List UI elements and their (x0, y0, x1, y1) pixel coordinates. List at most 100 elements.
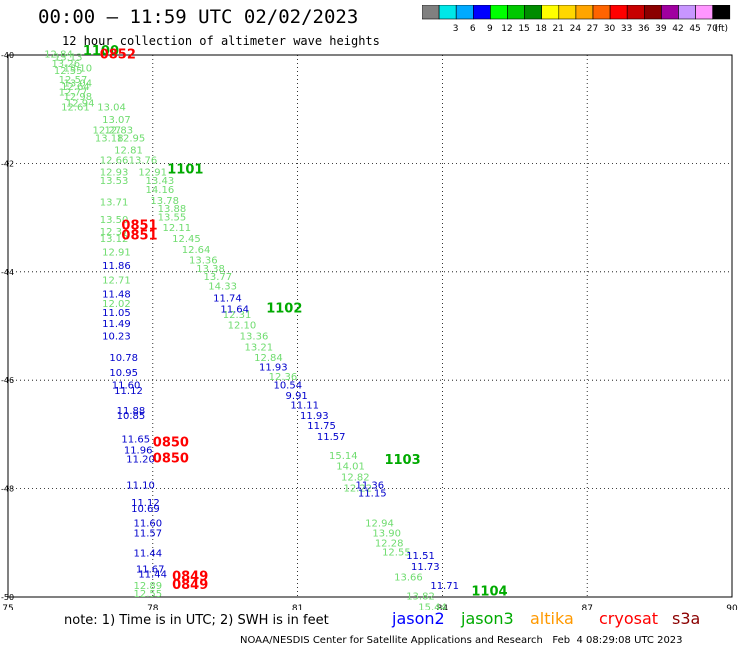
legend-altika: altika (530, 609, 574, 628)
swh-value-jason3: 13.71 (100, 198, 129, 209)
swh-value-jason3: 14.01 (336, 462, 365, 473)
swh-value-jason3: 12.91 (138, 167, 167, 178)
swh-value-jason3: 12.02 (102, 299, 131, 310)
map-frame (7, 54, 733, 598)
color-bin-label: 6 (470, 24, 476, 34)
swh-value-jason3: 13.26 (51, 59, 80, 70)
swh-value-jason3: 13.43 (146, 176, 175, 187)
swh-value-jason2: 9.91 (286, 391, 308, 402)
swh-value-jason3: 13.38 (196, 264, 225, 275)
swh-value-jason2: 11.86 (102, 261, 131, 272)
color-bin-label: 36 (638, 24, 650, 34)
swh-value-jason2: 11.64 (220, 304, 249, 315)
swh-value-jason3: 12.81 (114, 146, 143, 157)
color-unit-label: (ft) (714, 24, 728, 34)
swh-value-jason3: 13.36 (240, 332, 269, 343)
swh-value-jason3: 13.55 (158, 212, 187, 223)
swh-value-jason3: 12.66 (100, 155, 129, 166)
swh-value-jason2: 10.54 (273, 380, 302, 391)
swh-value-jason3: 12.89 (133, 581, 162, 592)
x-tick-label: 87 (581, 604, 592, 610)
color-bin-label: 3 (453, 24, 459, 34)
swh-value-jason3: 13.07 (102, 115, 131, 126)
swh-value-jason3: 12.64 (61, 82, 90, 93)
pass-time-label: 1104 (471, 584, 507, 599)
y-tick-label: -42 (1, 159, 14, 168)
swh-value-jason2: 11.15 (358, 489, 387, 500)
y-tick-label: -40 (1, 51, 14, 60)
swh-value-jason3: 12.61 (61, 102, 90, 113)
swh-value-jason2: 11.20 (126, 455, 155, 466)
swh-value-jason2: 11.49 (102, 319, 131, 330)
swh-value-jason3: 12.71 (102, 276, 131, 287)
swh-value-jason3: 13.88 (158, 204, 187, 215)
swh-value-jason3: 12.83 (105, 126, 134, 137)
swh-value-jason3: 12.37 (100, 227, 129, 238)
swh-value-jason3: 12.64 (182, 245, 211, 256)
page-subtitle: 12 hour collection of altimeter wave hei… (62, 34, 380, 48)
swh-value-jason3: 12.10 (228, 321, 257, 332)
swh-value-jason3: 13.53 (100, 176, 129, 187)
swh-value-jason3: 12.84 (44, 50, 73, 61)
swh-value-jason3: 13.50 (100, 215, 129, 226)
swh-value-jason3: 13.78 (150, 196, 179, 207)
pass-time-label: 1103 (384, 453, 420, 468)
swh-value-jason2: 11.67 (136, 565, 165, 576)
y-tick-label: -50 (1, 593, 14, 602)
swh-value-jason3: 13.10 (64, 63, 93, 74)
swh-value-jason3: 13.77 (203, 272, 232, 283)
swh-value-jason2: 10.95 (109, 368, 138, 379)
swh-value-jason2: 11.44 (133, 548, 162, 559)
swh-value-jason3: 12.11 (162, 223, 191, 234)
swh-value-jason3: 12.45 (172, 234, 201, 245)
color-bin-label: 15 (518, 24, 529, 34)
pass-time-label: 0849 (172, 578, 208, 593)
swh-value-jason2: 11.93 (300, 411, 329, 422)
swh-value-jason2: 11.12 (114, 386, 143, 397)
swh-value-jason2: 11.51 (406, 551, 435, 562)
color-bin-label: 24 (570, 24, 582, 34)
swh-value-jason2: 11.96 (124, 445, 153, 456)
swh-value-jason3: 12.31 (223, 310, 252, 321)
wave-height-map[interactable]: 75 78 81 84 87 90-40-42-44-46-48-5012.8413.13… (0, 0, 740, 610)
pass-time-label: 0851 (121, 219, 157, 234)
swh-value-jason3: 12.27 (92, 126, 121, 137)
pass-time-label: 0849 (172, 570, 208, 585)
swh-value-jason2: 10.23 (102, 332, 131, 343)
pass-time-label: 1102 (266, 301, 302, 316)
y-tick-label: -48 (1, 485, 14, 494)
swh-value-jason3: 12.28 (375, 539, 404, 550)
swh-value-jason2: 11.74 (213, 294, 242, 305)
swh-value-jason2: 11.73 (411, 562, 440, 573)
x-tick-label: 84 (437, 604, 449, 610)
color-bin-label: 45 (689, 24, 700, 34)
swh-value-jason2: 11.10 (126, 481, 155, 492)
swh-value-jason2: 11.11 (290, 400, 319, 411)
swh-value-jason3: 13.82 (406, 592, 435, 603)
swh-value-jason3: 12.94 (66, 98, 95, 109)
swh-value-jason3: 15.44 (418, 603, 447, 610)
color-bin-label: 70 (706, 24, 718, 34)
pass-time-label: 0851 (121, 228, 157, 243)
swh-value-jason2: 11.75 (307, 421, 336, 432)
color-bin-label: 30 (604, 24, 616, 34)
swh-value-jason3: 12.36 (269, 372, 298, 383)
swh-value-jason3: 13.66 (394, 573, 423, 584)
swh-value-jason3: 14.16 (146, 185, 175, 196)
pass-time-label: 0852 (100, 47, 136, 62)
y-tick-label: -44 (1, 268, 14, 277)
x-tick-label: 90 (726, 604, 738, 610)
swh-value-jason2: 11.44 (138, 569, 167, 580)
pass-time-label: 1100 (83, 44, 119, 59)
swh-value-jason3: 13.90 (372, 528, 401, 539)
swh-value-jason3: 12.82 (341, 472, 370, 483)
color-bin (712, 5, 731, 20)
swh-value-jason3: 12.84 (254, 353, 283, 364)
swh-value-jason3: 12.94 (365, 519, 394, 530)
legend-cryosat: cryosat (599, 609, 659, 628)
color-bin-label: 9 (487, 24, 493, 34)
swh-value-jason2: 10.78 (109, 353, 138, 364)
swh-value-jason3: 13.12 (100, 234, 129, 245)
swh-value-jason2: 11.57 (317, 432, 346, 443)
swh-value-jason3: 14.33 (208, 282, 237, 293)
